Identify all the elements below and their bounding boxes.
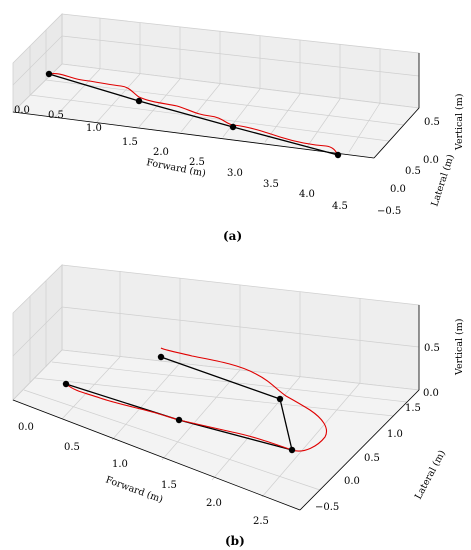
panel-b-y-tick: 1.0 [387,429,403,440]
panel-b-waypoint [276,395,284,403]
panel-b-waypoint [62,380,70,388]
panel-a-y-tick: 0.0 [390,184,406,195]
panel-a-x-tick: 3.0 [227,168,243,179]
panel-b-back-grid [61,265,420,383]
panel-a-x-tick: 2.0 [153,147,169,158]
panel-b-waypoint [288,446,296,454]
panel-a-y-tick-labels: 0.5 0.0 −0.5 [377,166,421,217]
panel-a-y-axis-line [373,107,420,159]
panel-a-x-tick: 1.0 [86,123,102,134]
panel-b-x-tick: 0.0 [18,422,34,433]
panel-a-x-tick: 4.5 [332,201,348,212]
panel-a-x-tick: 2.5 [189,157,205,168]
panel-a-x-tick: 0.5 [48,110,64,121]
panel-b-red-trajectory [65,347,328,452]
panel-a-x-tick: 1.5 [122,137,138,148]
panel-a-waypoint [229,123,237,131]
panel-a-y-tick: −0.5 [377,206,401,217]
panel-a-red-trajectory [48,73,339,156]
panel-b-z-tick: 0.5 [424,343,440,354]
panel-b-z-axis-label: Vertical (m) [454,319,465,376]
panel-a-waypoint [135,97,143,105]
panel-a-y-tick: 0.5 [405,166,421,177]
panel-a-waypoint-segments [48,73,339,156]
panel-a-z-tick: 0.0 [423,155,439,166]
panel-a-left-grid [12,30,63,95]
panel-a-caption: (a) [223,229,242,243]
panel-b-x-tick: 1.0 [112,459,128,470]
panel-a-waypoint [334,151,342,159]
panel-b-caption: (b) [225,534,245,548]
panel-b-x-tick: 1.5 [161,480,177,491]
panel-b-waypoint [175,416,183,424]
panel-b-left-grid [12,281,63,382]
panel-b-x-axis-label: Forward (m) [104,474,164,505]
panel-b-x-axis-line [12,399,301,511]
panel-a-x-tick: 0.0 [14,105,30,116]
panel-a-x-tick-labels: 0.0 0.5 1.0 1.5 2.0 2.5 3.0 3.5 4.0 4.5 [14,105,348,212]
panel-a-waypoint [45,70,53,78]
panel-a-z-tick-labels: 0.5 0.0 [423,117,440,166]
panel-a-z-tick: 0.5 [424,117,440,128]
panel-b-y-tick: 1.5 [405,403,421,414]
panel-a-floor-grid [12,63,405,153]
panel-b-z-tick: 0.0 [423,388,439,399]
panel-b-y-axis-label: Lateral (m) [413,448,448,501]
panel-b-y-tick-labels: 1.5 1.0 0.5 0.0 −0.5 [315,403,421,513]
panel-b-waypoint [157,353,165,361]
panel-b-x-tick: 0.5 [64,442,80,453]
panel-b-y-tick: 0.0 [344,476,360,487]
panel-b: 0.0 0.5 1.0 1.5 2.0 2.5 Forward (m) 1.5 … [12,264,465,548]
panel-a: 0.0 0.5 1.0 1.5 2.0 2.5 3.0 3.5 4.0 4.5 … [12,13,465,243]
panel-a-z-axis-label: Vertical (m) [454,94,465,151]
panel-b-x-tick-labels: 0.0 0.5 1.0 1.5 2.0 2.5 [18,422,269,527]
panel-b-floor-grid [12,349,408,498]
panel-b-z-tick-labels: 0.5 0.0 [423,343,440,399]
panel-b-x-tick: 2.5 [253,516,269,527]
panel-a-back-grid [61,14,420,103]
panel-a-x-axis-line [12,111,375,159]
panel-b-x-tick: 2.0 [206,498,222,509]
panel-b-y-tick: −0.5 [315,502,339,513]
panel-a-x-tick: 4.0 [299,189,315,200]
panel-a-x-tick: 3.5 [263,179,279,190]
panel-b-y-axis-line [299,389,420,511]
panel-b-y-tick: 0.5 [364,453,380,464]
